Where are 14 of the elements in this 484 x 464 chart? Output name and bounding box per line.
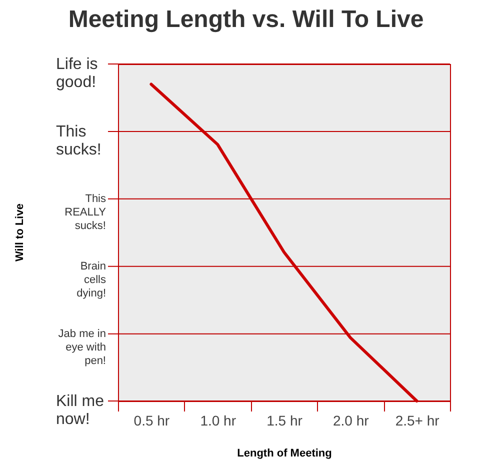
x-tick-label: 1.0 hr — [200, 412, 236, 428]
x-tick-label: 1.5 hr — [266, 412, 303, 428]
ref-line-label: Life is good! — [56, 56, 98, 91]
ref-line-label: Brain cells dying! — [76, 260, 106, 300]
x-axis-title: Length of Meeting — [237, 448, 332, 460]
ref-line-label: Jab me in eye with pen! — [58, 328, 106, 367]
text: Will to Live — [14, 204, 26, 262]
ref-line-label: Kill me now! — [56, 393, 104, 428]
x-tick-label: 2.5+ hr — [395, 412, 440, 428]
chart-title: Meeting Length vs. Will To Live — [68, 6, 424, 33]
x-tick-label: 2.0 hr — [332, 412, 370, 428]
x-tick-label: 0.5 hr — [134, 412, 170, 428]
ref-line-label: This sucks! — [56, 123, 102, 158]
ref-line-label: This REALLY sucks! — [64, 192, 107, 232]
